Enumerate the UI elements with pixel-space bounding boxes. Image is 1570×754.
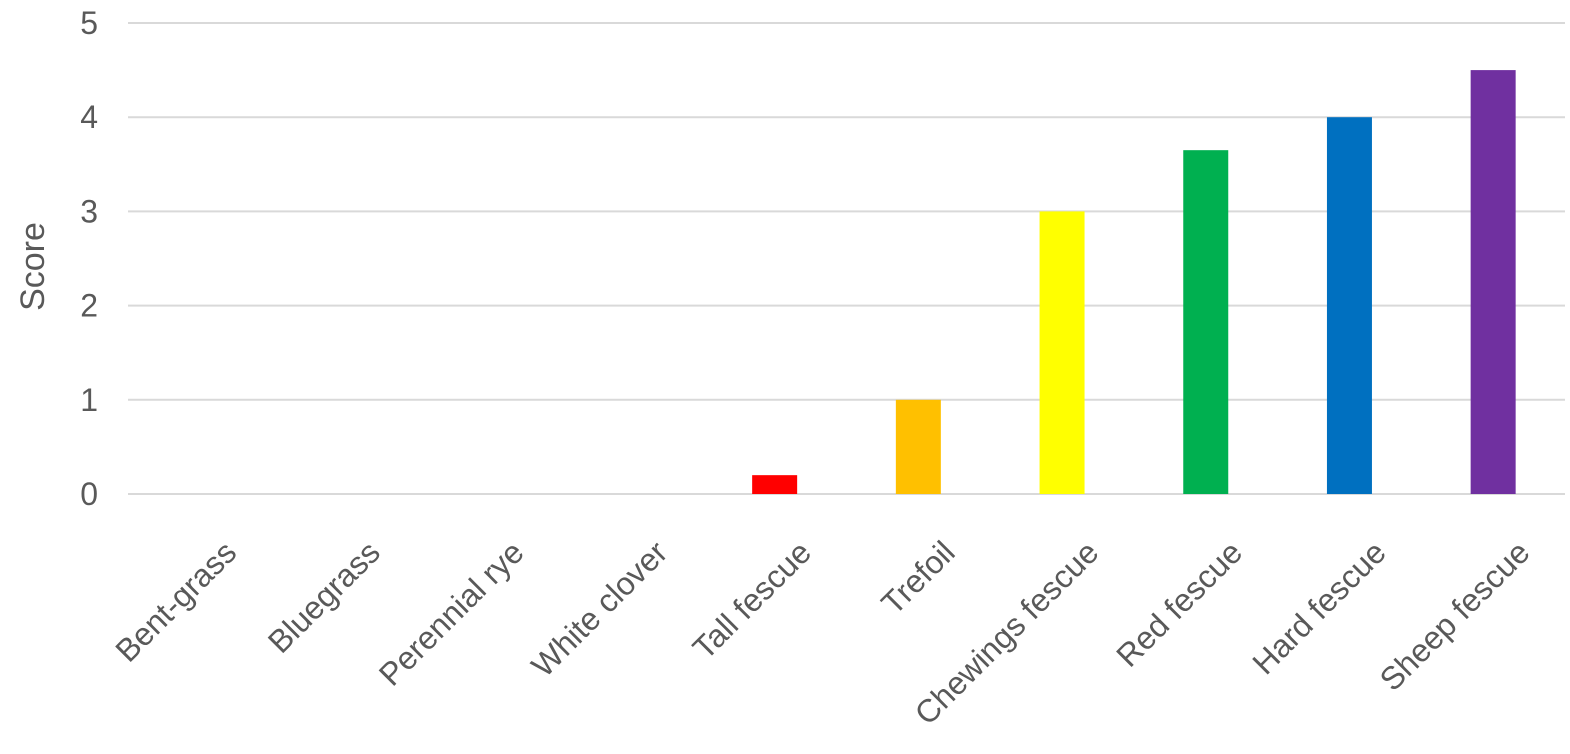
y-tick-label: 5: [80, 5, 98, 41]
y-tick-label: 1: [80, 382, 98, 418]
bar-red-fescue: [1183, 150, 1229, 495]
y-tick-label: 0: [80, 476, 98, 512]
bar-hard-fescue: [1326, 117, 1372, 494]
y-tick-label: 2: [80, 288, 98, 324]
bar-chewings-fescue: [1039, 211, 1085, 494]
x-category-label: Perennial rye: [372, 534, 531, 693]
x-category-label: Tall fescue: [686, 534, 818, 666]
x-category-label: Hard fescue: [1245, 534, 1392, 681]
bar-tall-fescue: [752, 475, 798, 494]
y-tick-label: 3: [80, 193, 98, 229]
x-category-label: White clover: [524, 534, 674, 684]
x-category-label: Red fescue: [1109, 534, 1249, 674]
x-category-label: Trefoil: [874, 534, 961, 621]
gridlines: [128, 22, 1565, 495]
bar-trefoil: [895, 399, 941, 494]
y-axis-title: Score: [14, 222, 52, 311]
y-tick-label: 4: [80, 99, 98, 135]
x-category-label: Bluegrass: [261, 534, 387, 660]
bars: [752, 70, 1516, 495]
y-axis-ticks: 0 1 2 3 4 5: [80, 5, 98, 512]
bar-sheep-fescue: [1470, 70, 1516, 494]
x-category-label: Bent-grass: [108, 534, 243, 669]
x-category-label: Sheep fescue: [1373, 534, 1537, 698]
